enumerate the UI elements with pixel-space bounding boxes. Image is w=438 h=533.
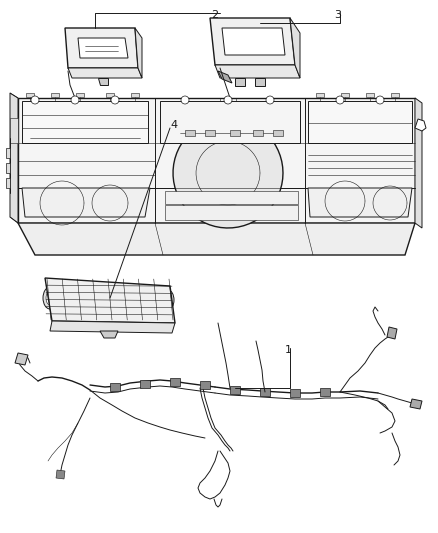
- Polygon shape: [218, 71, 232, 83]
- Polygon shape: [78, 38, 128, 58]
- Text: 2: 2: [212, 10, 219, 20]
- Polygon shape: [6, 148, 10, 158]
- Polygon shape: [387, 327, 397, 339]
- Polygon shape: [290, 18, 300, 78]
- Polygon shape: [316, 93, 324, 97]
- Text: 1: 1: [285, 345, 292, 355]
- Polygon shape: [255, 78, 265, 86]
- Polygon shape: [200, 381, 210, 389]
- Circle shape: [71, 96, 79, 104]
- Polygon shape: [50, 321, 175, 333]
- Polygon shape: [210, 18, 295, 65]
- Polygon shape: [235, 78, 245, 86]
- Polygon shape: [290, 389, 300, 397]
- Circle shape: [266, 96, 274, 104]
- Circle shape: [31, 96, 39, 104]
- Polygon shape: [135, 28, 142, 78]
- Polygon shape: [410, 399, 422, 409]
- Polygon shape: [320, 388, 330, 396]
- Polygon shape: [131, 93, 139, 97]
- Polygon shape: [26, 93, 34, 97]
- Polygon shape: [65, 28, 138, 68]
- Polygon shape: [341, 93, 349, 97]
- Polygon shape: [415, 98, 422, 228]
- Ellipse shape: [46, 291, 54, 305]
- Polygon shape: [18, 98, 415, 223]
- Polygon shape: [215, 65, 300, 78]
- Text: 4: 4: [170, 120, 177, 130]
- Polygon shape: [366, 93, 374, 97]
- Polygon shape: [165, 191, 298, 204]
- Polygon shape: [391, 93, 399, 97]
- Polygon shape: [230, 386, 240, 394]
- Polygon shape: [6, 163, 10, 173]
- Ellipse shape: [43, 287, 57, 309]
- Circle shape: [336, 96, 344, 104]
- Polygon shape: [308, 188, 412, 217]
- Polygon shape: [165, 205, 298, 220]
- Polygon shape: [185, 130, 195, 136]
- Polygon shape: [205, 130, 215, 136]
- Polygon shape: [68, 68, 142, 78]
- Text: 3: 3: [335, 10, 342, 20]
- Polygon shape: [18, 223, 415, 255]
- Polygon shape: [260, 388, 270, 396]
- Polygon shape: [76, 93, 84, 97]
- Polygon shape: [110, 383, 120, 391]
- Polygon shape: [15, 353, 28, 365]
- Polygon shape: [106, 93, 114, 97]
- Circle shape: [111, 96, 119, 104]
- Polygon shape: [51, 93, 59, 97]
- Polygon shape: [253, 130, 263, 136]
- Circle shape: [181, 96, 189, 104]
- Polygon shape: [22, 101, 148, 143]
- Polygon shape: [415, 119, 426, 131]
- Polygon shape: [173, 118, 283, 228]
- Polygon shape: [100, 331, 118, 338]
- Polygon shape: [140, 380, 150, 388]
- Circle shape: [376, 96, 384, 104]
- Polygon shape: [160, 101, 300, 143]
- Circle shape: [224, 96, 232, 104]
- Polygon shape: [10, 93, 18, 223]
- Polygon shape: [98, 78, 108, 85]
- Polygon shape: [56, 470, 65, 479]
- Ellipse shape: [162, 290, 174, 310]
- Polygon shape: [170, 378, 180, 386]
- Polygon shape: [308, 101, 412, 143]
- Polygon shape: [10, 118, 18, 143]
- Polygon shape: [230, 130, 240, 136]
- Polygon shape: [222, 28, 285, 55]
- Polygon shape: [45, 278, 175, 323]
- Polygon shape: [273, 130, 283, 136]
- Polygon shape: [6, 178, 10, 188]
- Polygon shape: [22, 188, 150, 217]
